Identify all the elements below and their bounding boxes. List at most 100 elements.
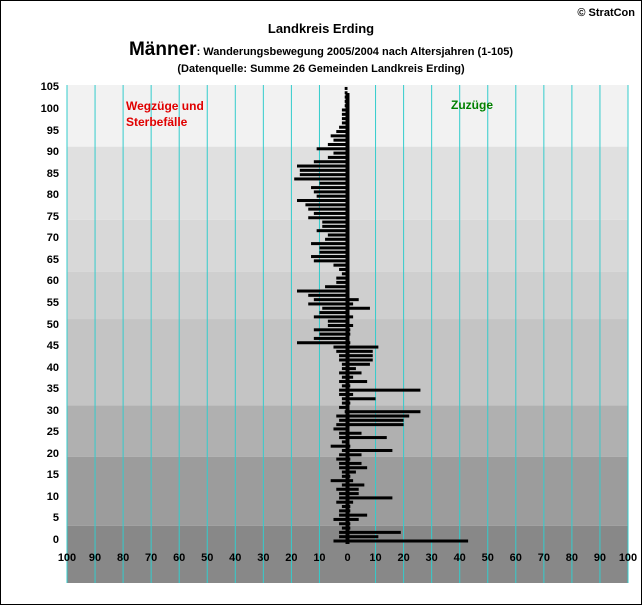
bar-wegzuege-age-83 xyxy=(319,181,348,185)
bar-wegzuege-age-3 xyxy=(341,526,348,530)
x-tick-label: 100 xyxy=(618,552,638,564)
bar-wegzuege-age-86 xyxy=(299,168,348,172)
y-tick-label: 0 xyxy=(52,534,59,546)
bar-wegzuege-age-54 xyxy=(322,306,348,310)
bar-wegzuege-age-33 xyxy=(341,397,348,401)
bar-zuzuege-age-52 xyxy=(347,315,354,319)
bar-zuzuege-age-29 xyxy=(347,414,410,418)
y-tick-label: 45 xyxy=(46,340,59,353)
bar-wegzuege-age-94 xyxy=(330,134,348,138)
x-tick-label: 90 xyxy=(88,552,102,564)
region-title: Landkreis Erding xyxy=(267,21,375,36)
bar-wegzuege-age-26 xyxy=(333,427,348,431)
bar-zuzuege-age-13 xyxy=(347,483,365,487)
y-tick-label: 30 xyxy=(46,404,59,417)
bar-zuzuege-age-10 xyxy=(347,496,393,500)
bar-wegzuege-age-71 xyxy=(327,233,348,237)
label-outflow: Wegzüge und Sterbefälle xyxy=(126,98,204,130)
bar-wegzuege-age-100 xyxy=(341,108,348,112)
bar-zuzuege-age-27 xyxy=(347,423,404,427)
bar-zuzuege-age-12 xyxy=(347,487,359,491)
bar-wegzuege-age-99 xyxy=(341,112,348,116)
bar-zuzuege-age-2 xyxy=(347,530,401,534)
bar-wegzuege-age-68 xyxy=(319,246,348,250)
bar-zuzuege-age-41 xyxy=(347,362,370,366)
bar-wegzuege-age-104 xyxy=(344,91,348,95)
bar-wegzuege-age-9 xyxy=(336,500,348,504)
bar-wegzuege-age-77 xyxy=(308,207,348,211)
y-tick-label: 75 xyxy=(46,210,59,223)
y-tick-label: 20 xyxy=(46,447,59,460)
y-tick-label: 70 xyxy=(46,232,59,245)
bar-wegzuege-age-89 xyxy=(327,155,348,159)
x-tick-label: 20 xyxy=(285,552,298,564)
y-tick-label: 5 xyxy=(52,512,59,525)
bar-zuzuege-age-35 xyxy=(347,388,421,392)
bar-wegzuege-age-31 xyxy=(339,405,348,409)
x-tick-label: 80 xyxy=(116,552,130,564)
bar-zuzuege-age-0 xyxy=(347,539,469,543)
bar-wegzuege-age-1 xyxy=(339,535,348,539)
bar-wegzuege-age-10 xyxy=(339,496,348,500)
y-tick-label: 90 xyxy=(46,146,59,159)
y-tick-label: 80 xyxy=(46,189,59,202)
bar-wegzuege-age-87 xyxy=(297,164,348,168)
bar-zuzuege-age-17 xyxy=(347,466,368,470)
bar-wegzuege-age-25 xyxy=(339,431,348,435)
bar-wegzuege-age-74 xyxy=(322,220,348,224)
x-tick-label: 30 xyxy=(425,552,438,564)
bar-wegzuege-age-39 xyxy=(339,371,348,375)
x-tick-label: 100 xyxy=(57,552,77,564)
bar-wegzuege-age-57 xyxy=(308,293,348,297)
bar-wegzuege-age-91 xyxy=(316,147,348,151)
bar-wegzuege-age-85 xyxy=(299,173,348,177)
bar-wegzuege-age-67 xyxy=(319,250,348,254)
bar-wegzuege-age-2 xyxy=(339,530,348,534)
bar-wegzuege-age-8 xyxy=(341,505,348,509)
bar-wegzuege-age-4 xyxy=(339,522,348,526)
x-tick-label: 20 xyxy=(397,552,410,564)
bar-wegzuege-age-45 xyxy=(333,345,348,349)
bar-wegzuege-age-22 xyxy=(330,444,348,448)
bar-zuzuege-age-14 xyxy=(347,479,354,483)
bar-zuzuege-age-42 xyxy=(347,358,373,362)
y-tick-label: 50 xyxy=(46,318,59,331)
bar-zuzuege-age-20 xyxy=(347,453,362,457)
x-tick-label: 60 xyxy=(173,552,186,564)
bar-wegzuege-age-72 xyxy=(316,229,348,233)
bar-wegzuege-age-13 xyxy=(341,483,348,487)
bar-wegzuege-age-21 xyxy=(341,448,348,452)
bar-wegzuege-age-43 xyxy=(339,354,348,358)
bar-wegzuege-age-81 xyxy=(313,190,348,194)
y-tick-label: 10 xyxy=(46,490,59,503)
bar-wegzuege-age-16 xyxy=(341,470,348,474)
x-tick-label: 10 xyxy=(313,552,326,564)
y-tick-label: 95 xyxy=(46,124,59,137)
x-tick-label: 50 xyxy=(481,552,494,564)
bar-zuzuege-age-45 xyxy=(347,345,379,349)
bar-wegzuege-age-50 xyxy=(327,324,348,327)
bar-zuzuege-age-11 xyxy=(347,492,359,496)
y-tick-label: 65 xyxy=(46,253,59,266)
bar-wegzuege-age-73 xyxy=(322,224,348,228)
bar-wegzuege-age-76 xyxy=(313,211,348,215)
bar-wegzuege-age-6 xyxy=(339,513,348,517)
bar-wegzuege-age-12 xyxy=(336,487,348,491)
bar-wegzuege-age-82 xyxy=(311,186,348,190)
x-tick-label: 10 xyxy=(369,552,382,564)
bar-wegzuege-age-56 xyxy=(313,298,348,302)
bar-wegzuege-age-32 xyxy=(341,401,348,405)
x-tick-label: 0 xyxy=(344,552,351,564)
chart-title: Männer: Wanderungsbewegung 2005/2004 nac… xyxy=(1,39,641,61)
x-tick-label: 50 xyxy=(201,552,214,564)
bar-wegzuege-age-97 xyxy=(341,121,348,125)
bar-wegzuege-age-19 xyxy=(336,457,348,461)
bar-zuzuege-age-25 xyxy=(347,431,362,435)
y-tick-label: 40 xyxy=(46,361,59,374)
bar-wegzuege-age-95 xyxy=(336,130,348,134)
y-tick-label: 60 xyxy=(46,275,59,288)
bar-wegzuege-age-42 xyxy=(339,358,348,362)
x-tick-label: 40 xyxy=(229,552,242,564)
bar-wegzuege-age-69 xyxy=(311,242,348,246)
bar-wegzuege-age-11 xyxy=(339,492,348,496)
